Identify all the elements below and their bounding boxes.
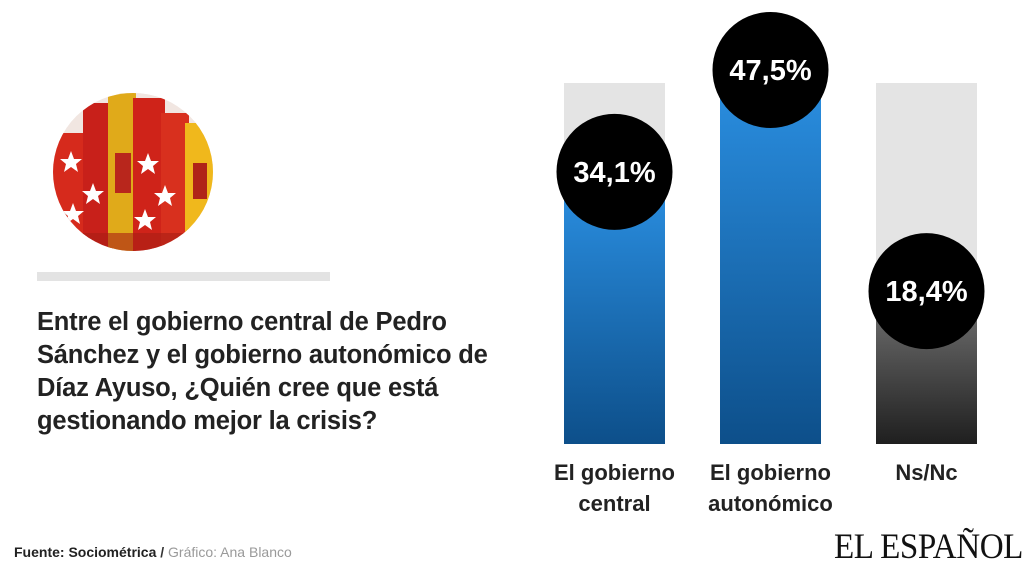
graphic-credit: Gráfico: Ana Blanco <box>168 544 292 560</box>
category-label: Ns/Nc <box>895 460 957 485</box>
category-label: central <box>578 491 650 516</box>
footer: Fuente: Sociométrica / Gráfico: Ana Blan… <box>14 544 292 560</box>
category-label: El gobierno <box>554 460 675 485</box>
value-label: 34,1% <box>573 157 655 189</box>
footer-separator: / <box>160 544 165 560</box>
survey-question: Entre el gobierno central de Pedro Sánch… <box>37 308 488 435</box>
value-label: 47,5% <box>729 55 811 87</box>
source-label: Fuente: Sociométrica <box>14 544 157 560</box>
el-espanol-logo: EL ESPAÑOL <box>834 526 1023 566</box>
value-bubble <box>712 12 829 128</box>
value-bubble <box>556 113 673 230</box>
category-label: El gobierno <box>710 460 831 485</box>
value-bubble <box>868 233 985 350</box>
bar-2 <box>720 83 821 444</box>
category-label: autonómico <box>708 491 833 516</box>
divider <box>37 272 330 281</box>
value-label: 18,4% <box>885 276 967 308</box>
